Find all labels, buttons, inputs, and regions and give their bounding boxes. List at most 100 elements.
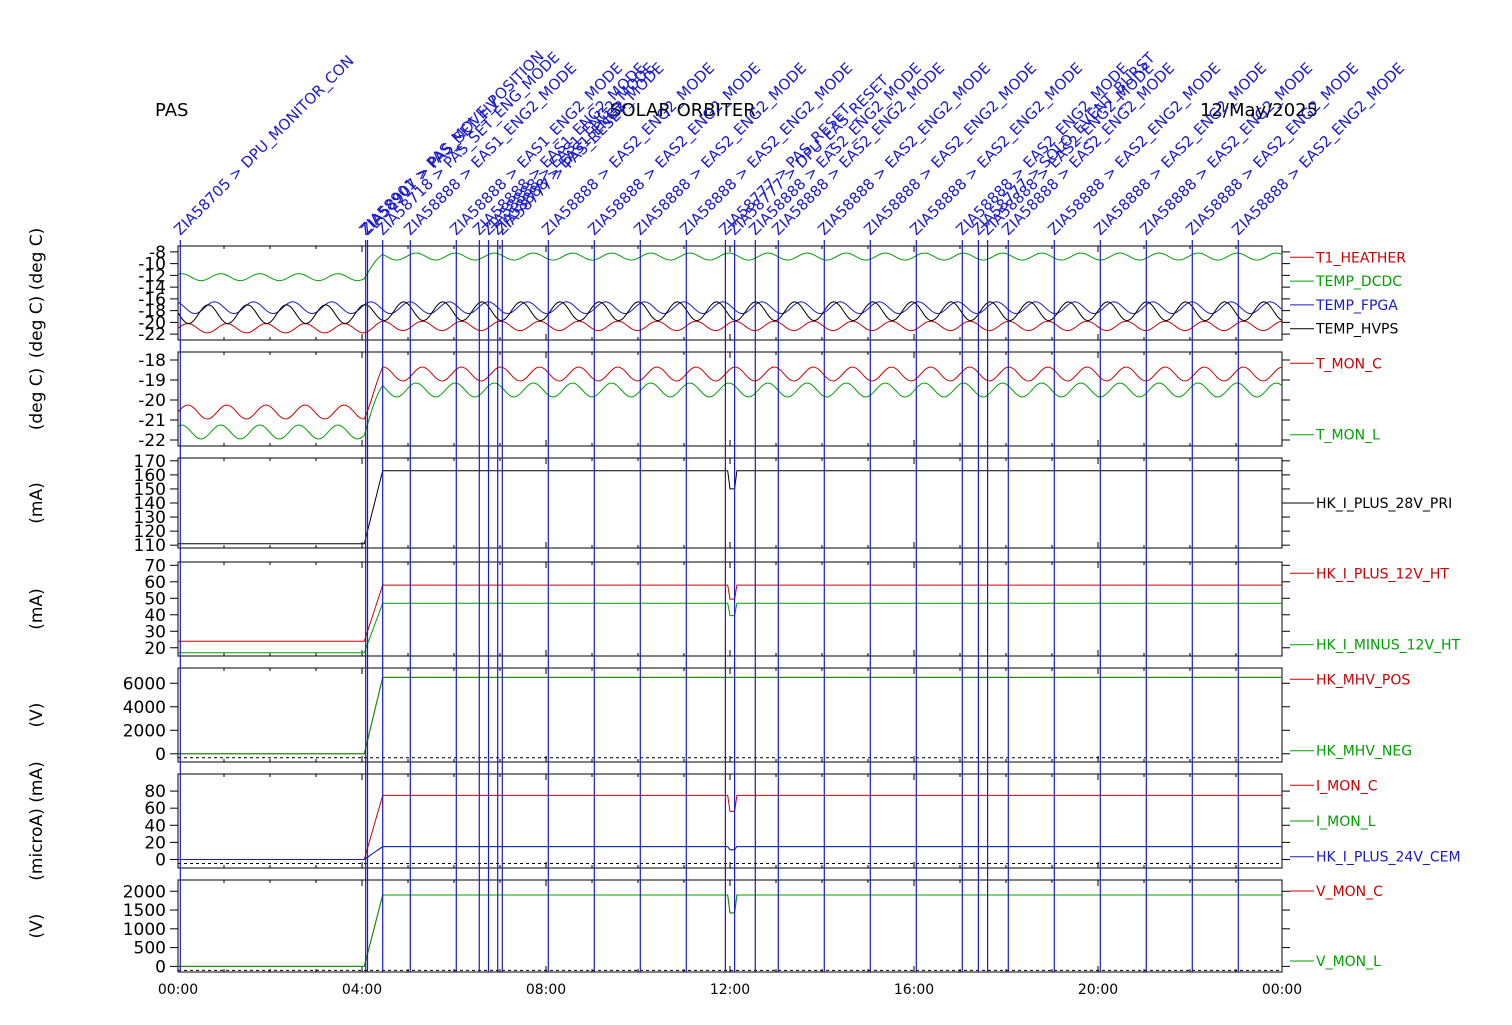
y-axis-label: (mA): [27, 482, 47, 523]
panels: -8-10-12-14-16-18-20-22(deg C) (deg C) T1…: [27, 228, 1461, 978]
y-tick-label: 70: [144, 556, 166, 576]
y-tick-label: 50: [144, 589, 166, 609]
y-tick-label: -10: [138, 255, 166, 275]
y-axis-label: (V): [27, 703, 47, 728]
legend-entry: HK_I_PLUS_24V_CEM: [1316, 850, 1461, 866]
y-tick-label: 2000: [123, 721, 166, 741]
y-tick-label: -19: [138, 371, 166, 391]
series-line: [177, 320, 1283, 334]
legend-entry: I_MON_L: [1316, 814, 1376, 830]
y-tick-label: 40: [144, 606, 166, 626]
instrument-label: PAS: [155, 100, 188, 121]
legend-entry: V_MON_C: [1316, 884, 1383, 900]
y-tick-label: -16: [138, 290, 166, 310]
y-tick-label: 150: [134, 480, 166, 500]
x-tick-label: 16:00: [894, 982, 934, 998]
panel-1: -8-10-12-14-16-18-20-22 (deg C) (deg C) T1…: [27, 228, 1406, 359]
y-tick-label: -22: [138, 325, 166, 345]
series-line: [178, 846, 1282, 860]
y-tick-label: -12: [138, 266, 166, 286]
legend-entry: HK_I_PLUS_12V_HT: [1316, 566, 1449, 582]
series-line: [178, 894, 1282, 967]
series-line: [178, 846, 1282, 860]
series-line: [178, 894, 1282, 967]
y-axis-label: (V): [27, 914, 47, 939]
series-line: [177, 366, 1283, 420]
y-tick-label: -20: [138, 391, 166, 411]
y-tick-label: 6000: [123, 674, 166, 694]
y-tick-label: 4000: [123, 698, 166, 718]
legend-entry: HK_I_PLUS_28V_PRI: [1316, 496, 1452, 512]
series-line: [178, 676, 1282, 755]
y-tick-label: 140: [134, 494, 166, 514]
y-tick-label: 160: [134, 466, 166, 486]
y-tick-label: 20: [144, 833, 166, 853]
y-tick-label: 110: [134, 536, 166, 556]
legend-entry: TEMP_HVPS: [1315, 322, 1398, 338]
x-tick-label: 00:00: [158, 982, 198, 998]
panel-frame: [177, 351, 1283, 447]
legend-entry: T1_HEATHER: [1315, 250, 1406, 266]
y-tick-label: 30: [144, 622, 166, 642]
y-tick-label: 2000: [123, 882, 166, 902]
legend-entry: T_MON_C: [1315, 356, 1382, 372]
y-tick-label: 170: [134, 452, 166, 472]
y-tick-label: 40: [144, 816, 166, 836]
y-tick-label: -14: [138, 278, 166, 298]
time-axis: 00:00 04:00 08:00 12:00 16:00 20:00 00:00: [158, 982, 1302, 998]
y-tick-label: -18: [138, 351, 166, 371]
series-line: [178, 470, 1282, 545]
legend-entry: I_MON_C: [1316, 778, 1378, 794]
panel-frame: [177, 667, 1283, 763]
series-line: [177, 382, 1283, 440]
y-tick-label: 0: [155, 850, 166, 870]
y-tick-label: -21: [138, 411, 166, 431]
y-axis-label: (mA): [27, 588, 47, 629]
x-tick-label: 12:00: [710, 982, 750, 998]
y-tick-label: -20: [138, 313, 166, 333]
y-tick-label: 80: [144, 782, 166, 802]
legend-entry: TEMP_FPGA: [1315, 298, 1398, 314]
legend-entry: HK_MHV_NEG: [1316, 744, 1412, 760]
event-marker: ZIA58705 > DPU_MONITOR_CON: [170, 52, 358, 972]
panel-frame: [177, 457, 1283, 549]
x-tick-label: 08:00: [526, 982, 566, 998]
legend-entry: HK_I_MINUS_12V_HT: [1316, 638, 1461, 654]
y-tick-label: 20: [144, 639, 166, 659]
legend-entry: T_MON_L: [1315, 428, 1380, 444]
y-tick-label: -8: [149, 243, 166, 263]
y-tick-label: 60: [144, 573, 166, 593]
y-tick-label: -22: [138, 431, 166, 451]
event-marker: ZIA58888 > EAS2_ENG2_MODE: [1228, 59, 1409, 972]
series-line: [177, 301, 1283, 325]
series-line: [177, 252, 1283, 282]
panel-frame: [177, 561, 1283, 657]
series-line: [178, 602, 1282, 654]
event-marker: ZIA58777 > PAS_RESET: [492, 99, 632, 972]
legend-entry: HK_MHV_POS: [1316, 672, 1410, 688]
x-tick-label: 20:00: [1078, 982, 1118, 998]
x-tick-label: 00:00: [1262, 982, 1302, 998]
y-tick-label: -18: [138, 302, 166, 322]
series-line: [177, 301, 1283, 315]
y-tick-label: 120: [134, 522, 166, 542]
panel-5: 6000 4000 2000 0 (V) HK_MHV_POS HK_MHV_NEG: [27, 667, 1412, 765]
y-axis-label: (deg C): [27, 368, 47, 431]
y-tick-label: 1500: [123, 901, 166, 921]
y-tick-label: 0: [155, 745, 166, 765]
legend-entry: TEMP_DCDC: [1315, 274, 1402, 290]
y-axis-label: (deg C) (deg C): [27, 228, 47, 359]
y-tick-label: 500: [134, 939, 166, 959]
series-line: [178, 676, 1282, 755]
y-tick-label: 60: [144, 799, 166, 819]
legend-entry: V_MON_L: [1316, 954, 1381, 970]
mission-label: SOLAR ORBITER: [610, 100, 756, 121]
date-label: 12/May/2025: [1200, 100, 1318, 121]
series-line: [178, 584, 1282, 642]
